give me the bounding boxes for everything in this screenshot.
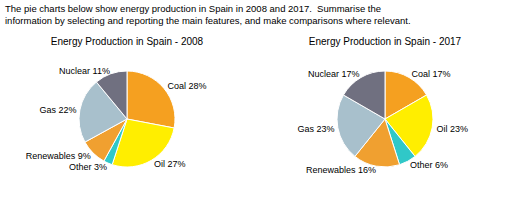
svg-text:Renewables 9%: Renewables 9%	[26, 151, 91, 161]
html-text:The pie charts below show ener: The pie charts below show energy product…	[5, 3, 411, 27]
html-text:Energy Production in Spain - 2: Energy Production in Spain - 2017	[308, 35, 462, 47]
svg-text:Oil 23%: Oil 23%	[436, 124, 468, 134]
html-text:Energy Production in Spain - 2: Energy Production in Spain - 2008	[50, 35, 204, 47]
svg-text:Gas 22%: Gas 22%	[40, 104, 77, 114]
svg-text:Coal 17%: Coal 17%	[411, 69, 450, 79]
svg-text:Nuclear 11%: Nuclear 11%	[59, 65, 110, 75]
svg-text:Renewables 16%: Renewables 16%	[306, 165, 376, 175]
svg-text:Other 3%: Other 3%	[69, 162, 107, 172]
svg-text:Coal 28%: Coal 28%	[167, 81, 206, 91]
svg-text:Other 6%: Other 6%	[410, 160, 448, 170]
svg-text:Gas 23%: Gas 23%	[298, 124, 335, 134]
svg-text:Oil 27%: Oil 27%	[154, 159, 186, 169]
svg-text:Nuclear 17%: Nuclear 17%	[308, 69, 360, 79]
